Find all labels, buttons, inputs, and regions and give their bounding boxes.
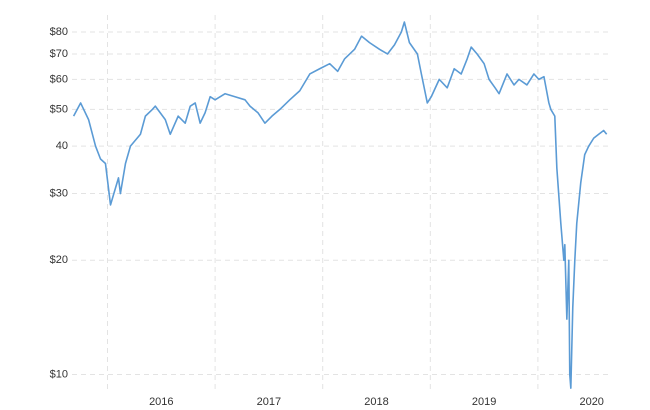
price-line: [72, 21, 608, 389]
x-tick-label: 2020: [579, 396, 603, 408]
y-tick-label: $60: [50, 73, 68, 85]
x-tick-label: 2019: [472, 396, 496, 408]
y-tick-label: $80: [50, 26, 68, 38]
x-tick-label: 2017: [257, 396, 281, 408]
y-tick-label: $50: [50, 103, 68, 115]
y-tick-label: 40: [56, 140, 68, 152]
x-tick-label: 2018: [364, 396, 388, 408]
y-tick-label: $70: [50, 48, 68, 60]
y-tick-label: $10: [50, 368, 68, 380]
y-tick-label: $30: [50, 187, 68, 199]
x-tick-label: 2016: [149, 396, 173, 408]
y-tick-label: $20: [50, 254, 68, 266]
